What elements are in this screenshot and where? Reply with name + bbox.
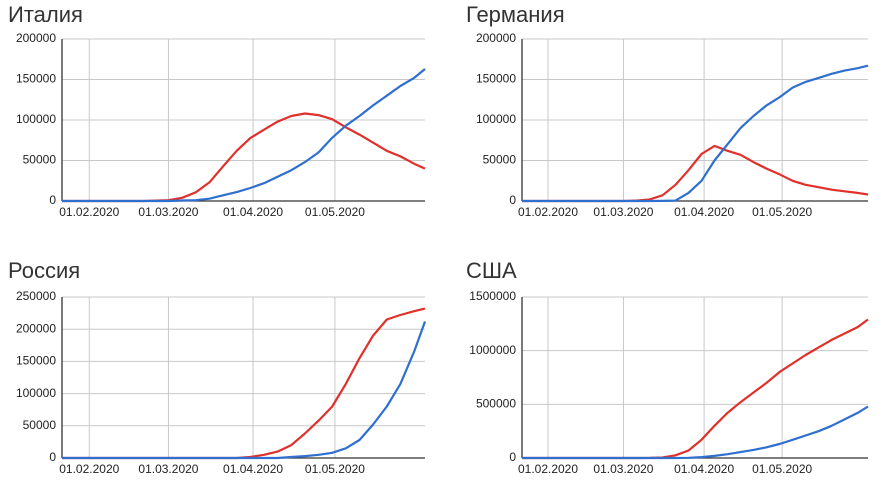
- data-line: [522, 64, 869, 203]
- x-tick-label: 01.05.2020: [305, 205, 365, 219]
- x-tick-label: 01.04.2020: [674, 462, 734, 476]
- y-tick-label: 250000: [16, 289, 56, 303]
- data-line: [522, 318, 869, 460]
- y-tick-label: 150000: [16, 72, 56, 86]
- data-line: [62, 307, 426, 460]
- x-tick-label: 01.03.2020: [593, 205, 653, 219]
- data-line: [62, 321, 427, 460]
- x-tick-label: 01.02.2020: [59, 205, 119, 219]
- x-tick-label: 01.05.2020: [752, 205, 812, 219]
- y-tick-label: 50000: [483, 153, 517, 167]
- chart-title: США: [466, 258, 517, 283]
- chart-title: Италия: [8, 2, 83, 27]
- x-tick-label: 01.03.2020: [593, 462, 653, 476]
- x-tick-label: 01.05.2020: [752, 462, 812, 476]
- y-tick-label: 200000: [476, 31, 516, 45]
- y-tick-label: 50000: [23, 153, 57, 167]
- x-tick-label: 01.02.2020: [518, 462, 578, 476]
- x-tick-label: 01.04.2020: [223, 462, 283, 476]
- chart-title: Германия: [466, 2, 565, 27]
- data-line: [62, 68, 426, 203]
- y-tick-label: 100000: [16, 386, 56, 400]
- x-tick-label: 01.04.2020: [674, 205, 734, 219]
- y-tick-label: 1000000: [469, 343, 516, 357]
- y-tick-label: 150000: [476, 72, 516, 86]
- y-tick-label: 0: [49, 450, 56, 464]
- chart-title: Россия: [8, 258, 80, 283]
- y-tick-label: 0: [49, 193, 56, 207]
- y-tick-label: 100000: [476, 112, 516, 126]
- y-tick-label: 200000: [16, 31, 56, 45]
- y-tick-label: 200000: [16, 321, 56, 335]
- y-tick-label: 0: [509, 450, 516, 464]
- y-tick-label: 150000: [16, 354, 56, 368]
- x-tick-label: 01.02.2020: [518, 205, 578, 219]
- x-tick-label: 01.04.2020: [223, 205, 283, 219]
- x-tick-label: 01.03.2020: [138, 205, 198, 219]
- x-tick-label: 01.02.2020: [59, 462, 119, 476]
- data-line: [522, 405, 869, 460]
- y-tick-label: 500000: [476, 397, 516, 411]
- y-tick-label: 100000: [16, 112, 56, 126]
- x-tick-label: 01.05.2020: [305, 462, 365, 476]
- data-line: [522, 144, 869, 203]
- y-tick-label: 0: [509, 193, 516, 207]
- y-tick-label: 1500000: [469, 289, 516, 303]
- x-tick-label: 01.03.2020: [138, 462, 198, 476]
- data-line: [62, 112, 426, 203]
- y-tick-label: 50000: [23, 418, 57, 432]
